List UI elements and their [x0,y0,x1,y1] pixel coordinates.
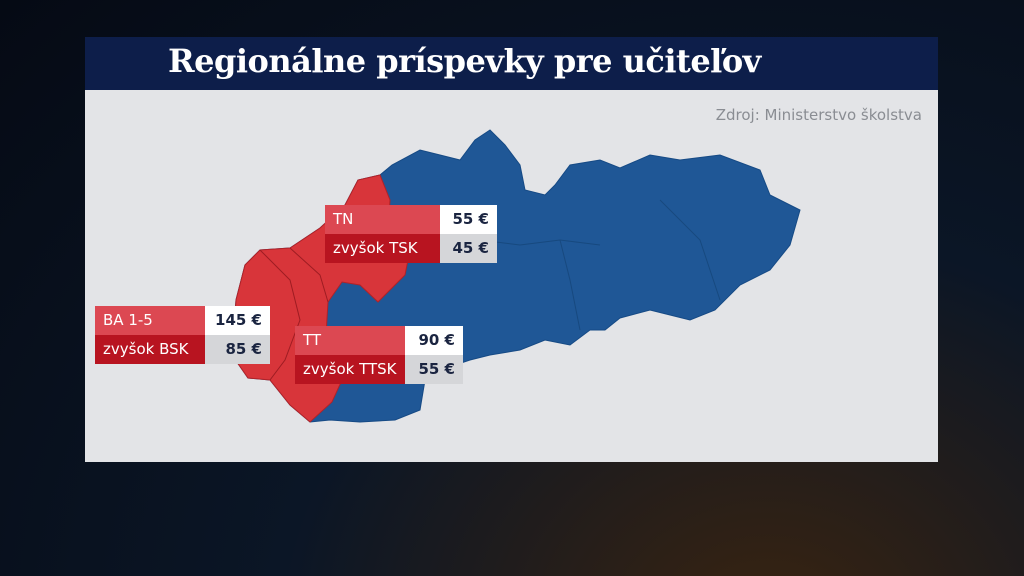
title-bar [85,37,938,90]
border [559,239,581,331]
red-borders [259,247,329,381]
title: Regionálne príspevky pre učiteľov [168,42,761,80]
border [659,199,721,301]
label-ba: BA 1-5 145 € zvyšok BSK 85 € [95,306,270,364]
amount: 55 € [440,205,497,234]
label-tt: TT 90 € zvyšok TTSK 55 € [295,326,463,384]
region: BA 1-5 [95,306,205,335]
region: zvyšok TSK [325,234,440,263]
region: TT [295,326,405,355]
amount: 55 € [405,355,463,384]
region: zvyšok BSK [95,335,205,364]
source: Zdroj: Ministerstvo školstva [715,106,922,124]
border [259,249,301,381]
label-tn: TN 55 € zvyšok TSK 45 € [325,205,497,263]
region: zvyšok TTSK [295,355,405,384]
amount: 90 € [405,326,463,355]
region: TN [325,205,440,234]
amount: 85 € [205,335,270,364]
border [289,247,329,303]
amount: 145 € [205,306,270,335]
amount: 45 € [440,234,497,263]
